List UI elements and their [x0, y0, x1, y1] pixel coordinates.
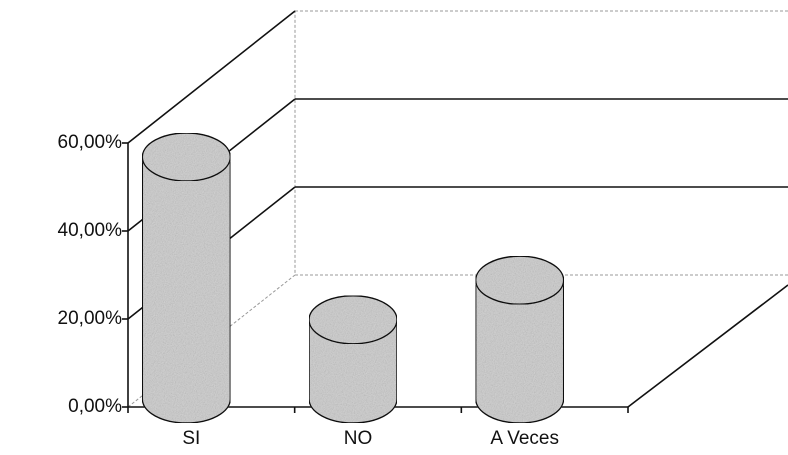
cylinder-top — [308, 295, 398, 345]
cylinder — [141, 132, 232, 424]
y-tick-label: 20,00% — [58, 308, 123, 329]
cylinder-top — [141, 132, 232, 182]
x-tick-label: SI — [182, 428, 200, 449]
y-tick-label: 0,00% — [68, 396, 122, 417]
floor-right — [627, 284, 788, 408]
cylinder-body — [308, 319, 398, 424]
y-tick-label: 40,00% — [58, 220, 123, 241]
y-tick-label: 60,00% — [58, 132, 123, 153]
grid-line — [127, 10, 296, 144]
cylinder — [474, 255, 565, 424]
x-tick-label: A Veces — [490, 428, 559, 449]
cylinder-body — [474, 279, 565, 424]
cylinder — [308, 295, 398, 424]
cylinder-top — [474, 255, 565, 305]
x-tick-label: NO — [344, 428, 373, 449]
cylinder-body — [141, 156, 232, 424]
